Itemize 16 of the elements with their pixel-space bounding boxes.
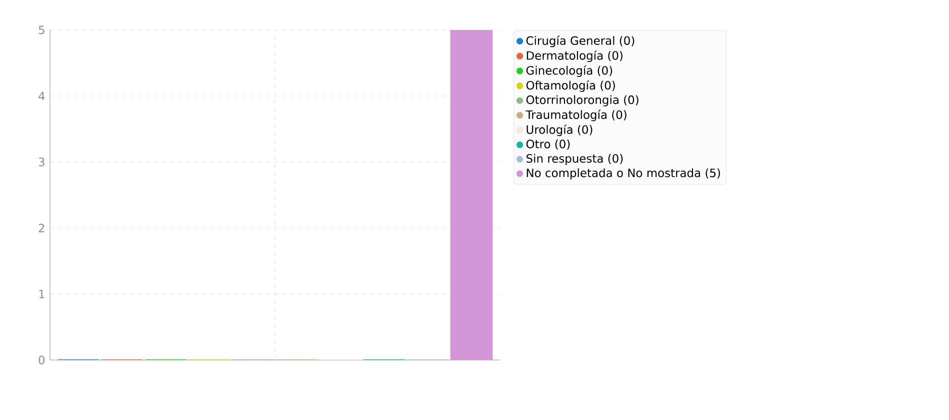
y-tick-label: 5 xyxy=(38,26,44,34)
legend-label: Cirugía General (0) xyxy=(526,36,634,48)
legend-label: Otorrinolorongia (0) xyxy=(526,95,638,106)
y-tick-label: 1 xyxy=(39,290,44,298)
legend-label: Dermatología (0) xyxy=(526,50,622,62)
y-tick-label: 3 xyxy=(38,158,44,166)
legend-label: No completada o No mostrada (5) xyxy=(526,168,720,180)
legend-label: Otro (0) xyxy=(526,139,570,150)
legend-label: Urología (0) xyxy=(526,124,592,136)
legend-label: Traumatología (0) xyxy=(526,110,626,122)
y-tick-label: 4 xyxy=(38,92,45,100)
y-tick-label: 2 xyxy=(38,224,44,232)
legend-label: Oftamología (0) xyxy=(526,80,615,92)
legend-label: Sin respuesta (0) xyxy=(526,154,623,165)
legend-label: Ginecología (0) xyxy=(526,65,612,77)
y-tick-label: 0 xyxy=(38,356,45,364)
